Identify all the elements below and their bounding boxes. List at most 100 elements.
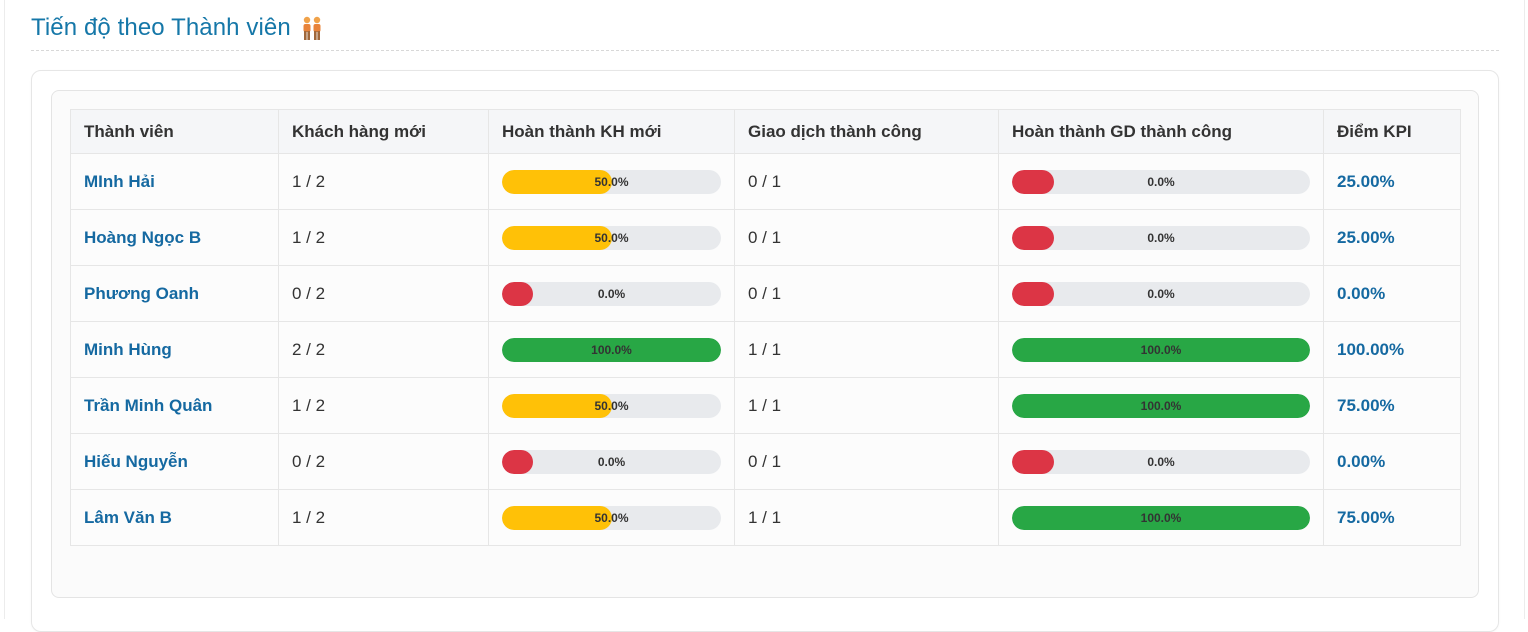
deal-completion-cell: 100.0% — [998, 489, 1324, 546]
member-name-link[interactable]: Hoàng Ngọc B — [70, 209, 279, 266]
member-name-link[interactable]: Lâm Văn B — [70, 489, 279, 546]
new-customers-value: 0 / 2 — [278, 433, 489, 490]
new-customers-value: 2 / 2 — [278, 321, 489, 378]
progress-bar-fill — [1012, 281, 1054, 306]
progress-bar-fill — [502, 281, 533, 306]
table-row: Hoàng Ngọc B 1 / 2 50.0% 0 / 1 0.0% 25.0… — [70, 209, 1461, 266]
successful-deals-value: 0 / 1 — [734, 433, 999, 490]
deal-completion-cell: 0.0% — [998, 265, 1324, 322]
table-row: Phương Oanh 0 / 2 0.0% 0 / 1 0.0% 0.00% — [70, 265, 1461, 322]
table-row: Minh Hùng 2 / 2 100.0% 1 / 1 100.0% 100.… — [70, 321, 1461, 378]
progress-bar: 0.0% — [1012, 225, 1310, 250]
progress-bar: 0.0% — [502, 281, 721, 306]
progress-bar: 0.0% — [1012, 169, 1310, 194]
kpi-score-value: 100.00% — [1323, 321, 1461, 378]
new-customer-completion-cell: 50.0% — [488, 209, 735, 266]
progress-bar: 100.0% — [1012, 337, 1310, 362]
kpi-score-value: 75.00% — [1323, 489, 1461, 546]
member-name-link[interactable]: Trần Minh Quân — [70, 377, 279, 434]
progress-bar-fill — [502, 393, 612, 418]
progress-bar: 50.0% — [502, 169, 721, 194]
new-customers-value: 1 / 2 — [278, 209, 489, 266]
progress-bar-label: 50.0% — [594, 174, 629, 189]
kpi-score-value: 0.00% — [1323, 433, 1461, 490]
header-new-customer-completion[interactable]: Hoàn thành KH mới — [488, 109, 735, 154]
deal-completion-cell: 0.0% — [998, 433, 1324, 490]
progress-bar: 0.0% — [502, 449, 721, 474]
new-customers-value: 1 / 2 — [278, 153, 489, 210]
new-customer-completion-cell: 100.0% — [488, 321, 735, 378]
progress-bar: 50.0% — [502, 505, 721, 530]
progress-bar: 0.0% — [1012, 281, 1310, 306]
progress-card: Thành viên Khách hàng mới Hoàn thành KH … — [31, 70, 1499, 632]
progress-bar-fill — [1012, 337, 1310, 362]
progress-bar-fill — [502, 225, 612, 250]
header-successful-deals[interactable]: Giao dịch thành công — [734, 109, 999, 154]
progress-bar-fill — [502, 169, 612, 194]
progress-bar-fill — [502, 337, 721, 362]
new-customers-value: 0 / 2 — [278, 265, 489, 322]
successful-deals-value: 1 / 1 — [734, 489, 999, 546]
successful-deals-value: 0 / 1 — [734, 209, 999, 266]
successful-deals-value: 0 / 1 — [734, 153, 999, 210]
table-row: MInh Hải 1 / 2 50.0% 0 / 1 0.0% 25.00% — [70, 153, 1461, 210]
progress-bar: 100.0% — [1012, 393, 1310, 418]
new-customers-value: 1 / 2 — [278, 489, 489, 546]
progress-bar-label: 0.0% — [1147, 174, 1175, 189]
section-title: Tiến độ theo Thành viên — [31, 14, 323, 42]
progress-bar-label: 100.0% — [591, 342, 632, 357]
progress-bar-label: 50.0% — [594, 230, 629, 245]
two-people-icon — [301, 15, 323, 41]
progress-bar-fill — [1012, 505, 1310, 530]
kpi-score-value: 25.00% — [1323, 153, 1461, 210]
progress-bar-label: 0.0% — [1147, 286, 1175, 301]
new-customer-completion-cell: 50.0% — [488, 153, 735, 210]
progress-bar-label: 50.0% — [594, 398, 629, 413]
member-name-link[interactable]: Hiếu Nguyễn — [70, 433, 279, 490]
header-member[interactable]: Thành viên — [70, 109, 279, 154]
successful-deals-value: 1 / 1 — [734, 321, 999, 378]
table-header-row: Thành viên Khách hàng mới Hoàn thành KH … — [70, 109, 1461, 154]
header-kpi-score[interactable]: Điểm KPI — [1323, 109, 1461, 154]
table-row: Lâm Văn B 1 / 2 50.0% 1 / 1 100.0% 75.00… — [70, 489, 1461, 546]
deal-completion-cell: 100.0% — [998, 377, 1324, 434]
member-progress-table: Thành viên Khách hàng mới Hoàn thành KH … — [70, 109, 1461, 546]
kpi-score-value: 75.00% — [1323, 377, 1461, 434]
kpi-score-value: 0.00% — [1323, 265, 1461, 322]
new-customer-completion-cell: 0.0% — [488, 433, 735, 490]
new-customer-completion-cell: 50.0% — [488, 377, 735, 434]
progress-bar-label: 0.0% — [597, 286, 626, 301]
deal-completion-cell: 0.0% — [998, 209, 1324, 266]
member-name-link[interactable]: MInh Hải — [70, 153, 279, 210]
table-row: Trần Minh Quân 1 / 2 50.0% 1 / 1 100.0% … — [70, 377, 1461, 434]
progress-bar-label: 0.0% — [1147, 454, 1175, 469]
progress-bar-label: 100.0% — [1140, 398, 1182, 413]
progress-bar: 0.0% — [1012, 449, 1310, 474]
header-deal-completion[interactable]: Hoàn thành GD thành công — [998, 109, 1324, 154]
progress-bar-label: 0.0% — [597, 454, 626, 469]
progress-bar-fill — [502, 505, 612, 530]
successful-deals-value: 1 / 1 — [734, 377, 999, 434]
progress-bar-fill — [502, 449, 533, 474]
kpi-score-value: 25.00% — [1323, 209, 1461, 266]
page: Tiến độ theo Thành viên — [4, 0, 1525, 632]
progress-bar-label: 100.0% — [1140, 342, 1182, 357]
table-container: Thành viên Khách hàng mới Hoàn thành KH … — [51, 90, 1479, 598]
title-divider — [31, 50, 1499, 51]
member-name-link[interactable]: Minh Hùng — [70, 321, 279, 378]
progress-bar: 100.0% — [502, 337, 721, 362]
progress-bar-label: 50.0% — [594, 510, 629, 525]
progress-bar-label: 100.0% — [1140, 510, 1182, 525]
new-customers-value: 1 / 2 — [278, 377, 489, 434]
progress-bar-fill — [1012, 393, 1310, 418]
progress-bar: 50.0% — [502, 225, 721, 250]
header-new-customers[interactable]: Khách hàng mới — [278, 109, 489, 154]
new-customer-completion-cell: 50.0% — [488, 489, 735, 546]
new-customer-completion-cell: 0.0% — [488, 265, 735, 322]
deal-completion-cell: 100.0% — [998, 321, 1324, 378]
member-name-link[interactable]: Phương Oanh — [70, 265, 279, 322]
progress-bar-fill — [1012, 169, 1054, 194]
progress-bar-fill — [1012, 449, 1054, 474]
progress-bar-label: 0.0% — [1147, 230, 1175, 245]
progress-bar-fill — [1012, 225, 1054, 250]
